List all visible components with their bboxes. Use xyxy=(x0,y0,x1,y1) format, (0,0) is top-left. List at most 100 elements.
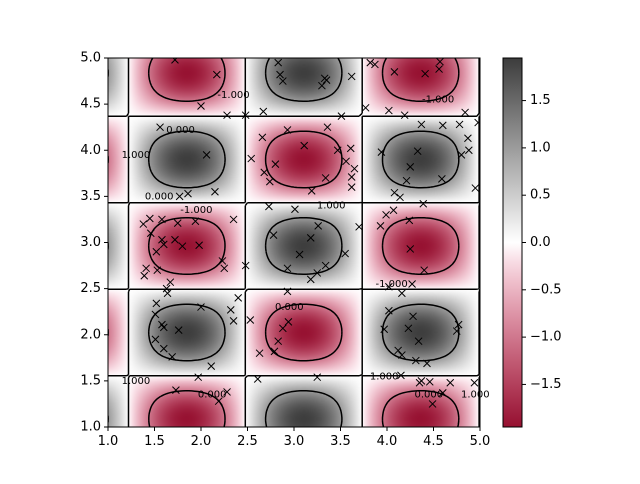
scatter-point xyxy=(454,320,463,329)
scatter-point xyxy=(140,271,149,280)
heatmap-image xyxy=(108,58,480,427)
contour-label: -1.000 xyxy=(217,90,249,101)
scatter-point xyxy=(152,299,161,308)
scatter-point xyxy=(464,146,473,155)
scatter-point xyxy=(223,111,231,120)
scatter-point xyxy=(226,305,235,314)
colorbar-tick-label: 0.0 xyxy=(530,235,551,250)
scatter-point xyxy=(438,121,447,130)
scatter-point xyxy=(274,58,283,67)
scatter-point xyxy=(408,280,416,288)
scatter-point xyxy=(347,72,356,81)
contour-label: 0.000 xyxy=(166,125,195,136)
scatter-point xyxy=(366,58,375,67)
y-tick-label: 3.5 xyxy=(80,189,101,204)
scatter-point xyxy=(171,58,179,64)
x-tick-label: 4.5 xyxy=(423,434,444,449)
scatter-point xyxy=(420,266,429,275)
scatter-point xyxy=(417,120,426,129)
scatter-point xyxy=(423,359,431,368)
contour-label: 0.000 xyxy=(145,191,174,202)
y-axis: 1.0 1.5 2.0 2.5 3.0 3.5 4.0 4.5 5.0 xyxy=(80,51,108,435)
contour-line-neg1 xyxy=(108,58,460,427)
scatter-point xyxy=(425,377,434,386)
scatter-markers xyxy=(139,58,480,408)
scatter-point xyxy=(153,266,162,275)
scatter-point xyxy=(259,107,268,116)
scatter-point xyxy=(260,168,269,177)
scatter-point xyxy=(397,371,405,380)
scatter-point xyxy=(307,186,316,195)
y-tick-label: 4.0 xyxy=(80,143,101,158)
scatter-point xyxy=(452,327,461,335)
scatter-point xyxy=(191,217,200,226)
scatter-point xyxy=(461,108,469,117)
scatter-point xyxy=(406,245,415,253)
scatter-point xyxy=(321,174,330,182)
scatter-point xyxy=(142,264,150,273)
scatter-point xyxy=(174,326,183,334)
scatter-point xyxy=(398,289,406,298)
scatter-point xyxy=(385,282,393,291)
scatter-point xyxy=(333,146,342,155)
scatter-point xyxy=(159,344,168,353)
scatter-point xyxy=(322,76,331,84)
scatter-point xyxy=(283,264,292,273)
scatter-point xyxy=(385,306,393,315)
scatter-point xyxy=(389,206,398,215)
colorbar-fill xyxy=(503,58,522,427)
y-tick-label: 2.5 xyxy=(80,281,101,296)
scatter-point xyxy=(270,347,279,356)
scatter-point xyxy=(438,174,446,183)
scatter-point xyxy=(158,235,166,244)
scatter-point xyxy=(394,346,403,355)
scatter-point xyxy=(471,184,480,192)
scatter-point xyxy=(405,216,414,225)
scatter-point xyxy=(438,389,447,397)
scatter-point xyxy=(241,261,250,270)
scatter-point xyxy=(184,189,192,198)
scatter-point xyxy=(318,81,326,90)
x-tick-label: 2.0 xyxy=(191,434,212,449)
x-tick-label: 4.0 xyxy=(377,434,398,449)
scatter-point xyxy=(195,241,203,250)
scatter-point xyxy=(404,324,413,333)
scatter-point xyxy=(413,147,422,156)
scatter-point xyxy=(347,173,356,181)
scatter-point xyxy=(159,240,168,249)
scatter-point xyxy=(265,177,274,186)
x-tick-label: 1.0 xyxy=(98,434,119,449)
scatter-point xyxy=(347,183,356,192)
scatter-point xyxy=(313,269,322,277)
scatter-point xyxy=(321,261,330,270)
x-tick-label: 3.5 xyxy=(330,434,351,449)
scatter-point xyxy=(306,234,315,242)
scatter-point xyxy=(474,118,480,127)
y-tick-label: 1.0 xyxy=(80,420,101,435)
colorbar-tick-label: 0.5 xyxy=(530,188,551,203)
scatter-point xyxy=(223,388,231,396)
scatter-point xyxy=(355,222,363,231)
colorbar-tick-label: 1.5 xyxy=(530,93,551,108)
scatter-point xyxy=(283,287,292,296)
contour-label: 1.000 xyxy=(370,371,399,382)
y-tick-label: 4.5 xyxy=(80,97,101,112)
scatter-point xyxy=(415,378,424,387)
scatter-point xyxy=(470,378,479,387)
x-tick-label: 2.5 xyxy=(237,434,258,449)
scatter-point xyxy=(234,293,243,302)
scatter-point xyxy=(390,188,399,197)
y-tick-label: 5.0 xyxy=(80,51,101,66)
scatter-point xyxy=(212,70,221,79)
scatter-point xyxy=(436,58,444,66)
scatter-point xyxy=(446,378,455,387)
scatter-point xyxy=(396,193,404,202)
contour-label: -1.000 xyxy=(422,95,454,106)
scatter-point xyxy=(253,375,262,383)
x-tick-label: 1.5 xyxy=(144,434,165,449)
scatter-point xyxy=(455,120,464,129)
scatter-point xyxy=(385,106,393,115)
scatter-point xyxy=(162,284,171,293)
y-tick-label: 3.0 xyxy=(80,235,101,250)
